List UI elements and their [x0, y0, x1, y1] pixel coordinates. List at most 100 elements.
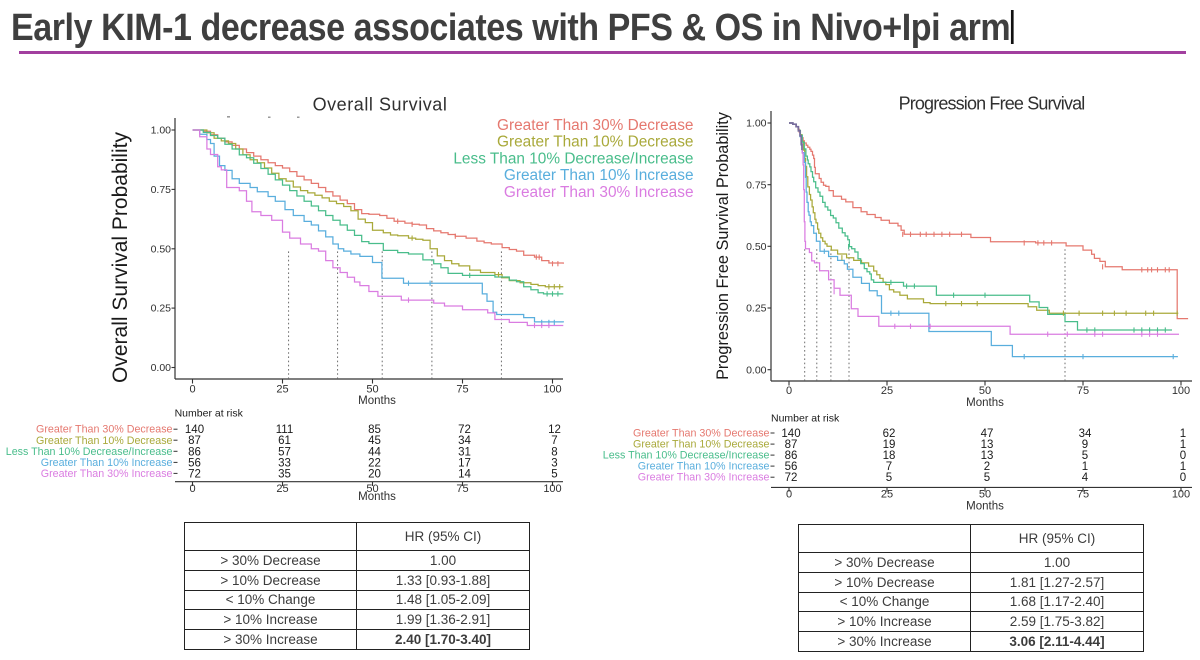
svg-text:Progression Free Survival: Progression Free Survival — [899, 94, 1085, 114]
svg-text:56: 56 — [785, 461, 798, 473]
svg-text:0: 0 — [1180, 450, 1186, 462]
svg-text:Months: Months — [358, 491, 396, 503]
svg-text:62: 62 — [883, 428, 896, 440]
svg-text:72: 72 — [458, 424, 471, 436]
svg-text:Overall Survival Probability: Overall Survival Probability — [109, 132, 132, 383]
svg-text:56: 56 — [188, 457, 201, 469]
svg-text:31: 31 — [458, 446, 471, 458]
svg-text:1: 1 — [1180, 439, 1186, 451]
svg-text:Greater Than 30% Increase: Greater Than 30% Increase — [638, 472, 770, 484]
svg-text:0.00: 0.00 — [746, 364, 767, 376]
svg-text:18: 18 — [883, 450, 896, 462]
svg-text:Months: Months — [966, 397, 1004, 409]
svg-text:50: 50 — [366, 384, 378, 396]
svg-text:1.00: 1.00 — [746, 118, 767, 130]
svg-text:Greater Than 10% Decrease: Greater Than 10% Decrease — [36, 435, 172, 447]
svg-text:Greater Than 30% Decrease: Greater Than 30% Decrease — [36, 424, 172, 436]
svg-text:75: 75 — [1077, 385, 1089, 397]
svg-text:Months: Months — [966, 501, 1004, 513]
svg-text:50: 50 — [366, 483, 378, 495]
svg-text:Greater Than 10% Increase: Greater Than 10% Increase — [638, 461, 770, 473]
svg-text:0.25: 0.25 — [151, 303, 172, 315]
svg-text:72: 72 — [188, 468, 201, 480]
svg-text:25: 25 — [276, 384, 288, 396]
svg-text:17: 17 — [458, 457, 471, 469]
svg-text:7: 7 — [551, 435, 557, 447]
svg-text:Number at risk: Number at risk — [175, 408, 244, 420]
svg-text:61: 61 — [278, 435, 291, 447]
svg-text:35: 35 — [278, 468, 291, 480]
svg-text:4: 4 — [1082, 472, 1089, 484]
svg-text:Less Than 10% Decrease/Increas: Less Than 10% Decrease/Increase — [603, 450, 770, 462]
svg-text:5: 5 — [1082, 450, 1088, 462]
svg-text:22: 22 — [368, 457, 381, 469]
svg-text:12: 12 — [548, 424, 561, 436]
svg-text:111: 111 — [276, 424, 293, 436]
svg-text:45: 45 — [368, 435, 381, 447]
svg-text:19: 19 — [883, 439, 896, 451]
svg-text:Greater Than 30% Decrease: Greater Than 30% Decrease — [497, 117, 693, 134]
svg-text:33: 33 — [278, 457, 291, 469]
svg-text:0: 0 — [189, 483, 195, 495]
svg-text:0.00: 0.00 — [151, 362, 172, 374]
svg-text:0: 0 — [786, 489, 792, 501]
svg-text:0: 0 — [189, 384, 195, 396]
svg-text:Progression Free Survival Prob: Progression Free Survival Probability — [714, 111, 732, 380]
svg-text:Less Than 10% Decrease/Increas: Less Than 10% Decrease/Increase — [6, 446, 173, 458]
svg-text:Greater Than 10% Increase: Greater Than 10% Increase — [504, 167, 694, 184]
svg-text:3: 3 — [551, 457, 557, 469]
svg-text:140: 140 — [185, 424, 204, 436]
svg-text:75: 75 — [1077, 489, 1089, 501]
svg-text:Greater Than 10% Decrease: Greater Than 10% Decrease — [497, 134, 693, 151]
svg-text:100: 100 — [543, 483, 561, 495]
svg-text:57: 57 — [278, 446, 291, 458]
svg-text:Greater Than 30% Increase: Greater Than 30% Increase — [504, 184, 694, 201]
svg-text:Number at risk: Number at risk — [771, 412, 840, 424]
svg-text:1.00: 1.00 — [151, 125, 172, 137]
svg-text:5: 5 — [886, 472, 892, 484]
svg-text:0.75: 0.75 — [151, 184, 172, 196]
svg-text:44: 44 — [368, 446, 381, 458]
svg-text:20: 20 — [368, 468, 381, 480]
svg-text:50: 50 — [979, 489, 991, 501]
svg-text:85: 85 — [368, 424, 381, 436]
svg-text:34: 34 — [1079, 428, 1092, 440]
svg-text:1: 1 — [1082, 461, 1088, 473]
svg-text:8: 8 — [551, 446, 557, 458]
svg-text:0.50: 0.50 — [151, 243, 172, 255]
svg-text:Greater Than 30% Decrease: Greater Than 30% Decrease — [633, 428, 769, 440]
svg-text:50: 50 — [979, 385, 991, 397]
svg-text:75: 75 — [456, 384, 468, 396]
svg-text:1: 1 — [1180, 461, 1186, 473]
svg-text:2: 2 — [984, 461, 990, 473]
svg-text:13: 13 — [981, 439, 994, 451]
svg-text:25: 25 — [881, 385, 893, 397]
svg-text:Greater Than 10% Decrease: Greater Than 10% Decrease — [633, 439, 769, 451]
svg-text:25: 25 — [881, 489, 893, 501]
svg-text:Greater Than 30% Increase: Greater Than 30% Increase — [41, 468, 173, 480]
svg-text:0.50: 0.50 — [746, 241, 767, 253]
svg-text:25: 25 — [276, 483, 288, 495]
svg-text:100: 100 — [1172, 489, 1190, 501]
svg-text:9: 9 — [1082, 439, 1088, 451]
svg-text:Overall Survival: Overall Survival — [313, 95, 448, 115]
svg-text:86: 86 — [188, 446, 201, 458]
svg-text:75: 75 — [456, 483, 468, 495]
svg-text:0.25: 0.25 — [746, 303, 767, 315]
svg-text:100: 100 — [1172, 385, 1190, 397]
svg-text:47: 47 — [981, 428, 994, 440]
svg-text:1: 1 — [1180, 428, 1186, 440]
svg-text:72: 72 — [785, 472, 798, 484]
svg-text:100: 100 — [543, 384, 561, 396]
svg-text:87: 87 — [785, 439, 798, 451]
svg-text:86: 86 — [785, 450, 798, 462]
svg-text:Greater Than 10% Increase: Greater Than 10% Increase — [41, 457, 173, 469]
svg-text:5: 5 — [984, 472, 990, 484]
svg-text:7: 7 — [886, 461, 892, 473]
svg-text:87: 87 — [188, 435, 201, 447]
svg-text:Months: Months — [358, 395, 396, 407]
svg-text:0: 0 — [786, 385, 792, 397]
svg-text:34: 34 — [458, 435, 471, 447]
svg-text:Less Than 10% Decrease/Increas: Less Than 10% Decrease/Increase — [453, 150, 693, 167]
svg-text:13: 13 — [981, 450, 994, 462]
